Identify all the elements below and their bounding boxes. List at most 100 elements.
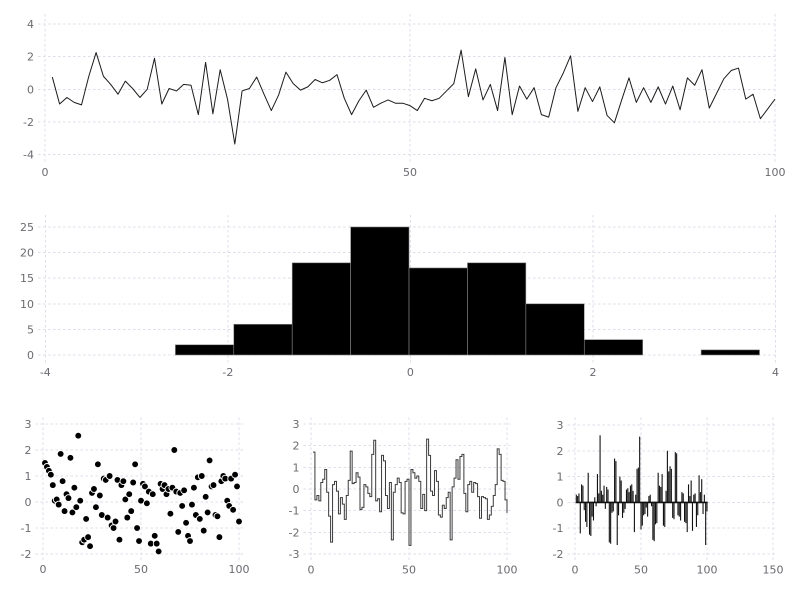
histogram-bar (583, 339, 644, 356)
y-tick-label: 5 (27, 323, 34, 336)
histogram-bar (350, 226, 410, 356)
scatter-point (64, 494, 73, 502)
y-tick-label: -4 (23, 149, 34, 162)
scatter-point (209, 481, 218, 489)
histogram-bar (291, 262, 351, 356)
scatter-point (213, 512, 222, 521)
y-tick-label: -2 (289, 526, 300, 539)
y-tick-label: -2 (553, 548, 564, 561)
scatter-point (111, 517, 120, 526)
x-tick-label: 0 (407, 366, 414, 379)
x-tick-label: 100 (496, 564, 517, 577)
scatter-point (48, 481, 57, 489)
x-tick-label: 4 (772, 366, 779, 379)
x-tick-label: 50 (634, 564, 648, 577)
noise-line-series (51, 49, 776, 145)
scatter-point (129, 478, 138, 487)
scatter-point (95, 491, 104, 500)
scatter-point (166, 509, 175, 518)
y-tick-label: -1 (553, 522, 564, 535)
y-tick-label: 1 (25, 470, 32, 483)
x-tick-label: 100 (764, 166, 785, 179)
x-tick-label: 2 (589, 366, 596, 379)
scatter-point (58, 477, 67, 486)
histogram-bar (408, 267, 468, 356)
scatter-point (74, 431, 83, 440)
step-series (312, 438, 508, 546)
scatter-point (203, 508, 212, 517)
y-tick-label: 1 (557, 471, 564, 484)
scatter-point (72, 503, 81, 512)
y-tick-label: 25 (20, 221, 34, 234)
scatter-point (82, 515, 90, 523)
y-tick-label: -2 (21, 548, 32, 561)
scatter-point (70, 483, 79, 492)
scatter-point (109, 524, 118, 532)
scatter-point (127, 507, 136, 515)
y-tick-label: -1 (21, 522, 32, 535)
x-tick-label: 0 (40, 563, 47, 576)
x-tick-label: 0 (42, 166, 49, 179)
scatter-point (190, 483, 198, 492)
scatter-point (152, 539, 161, 548)
y-tick-label: 4 (27, 18, 34, 31)
histogram-bar (467, 262, 527, 356)
scatter-point (141, 482, 149, 491)
scatter-point (188, 500, 196, 509)
x-tick-label: 0 (308, 564, 315, 577)
scatter-point (233, 482, 241, 491)
scatter-point (60, 507, 69, 515)
y-tick-label: 0 (27, 349, 34, 362)
scatter-point (195, 515, 204, 523)
scatter-point (235, 517, 243, 526)
y-tick-label: -1 (289, 505, 300, 518)
scatter-point (86, 542, 94, 551)
scatter-point (56, 450, 65, 458)
x-tick-label: -2 (222, 366, 233, 379)
scatter-point (143, 499, 151, 508)
x-tick-label: 50 (134, 563, 148, 576)
scatter-point (103, 513, 112, 522)
x-tick-label: 150 (762, 564, 783, 577)
y-tick-label: 0 (557, 496, 564, 509)
y-tick-label: 20 (20, 247, 34, 260)
scatter-point (94, 460, 102, 469)
y-tick-label: 3 (293, 418, 300, 431)
scatter-point (133, 524, 141, 532)
scatter-point (125, 490, 134, 499)
scatter-point (66, 453, 75, 462)
y-tick-label: 1 (293, 461, 300, 474)
y-tick-label: 15 (20, 272, 34, 285)
scatter-point (76, 496, 85, 505)
y-tick-label: -2 (23, 116, 34, 129)
scatter-point (46, 470, 55, 479)
x-tick-label: 100 (228, 563, 249, 576)
scatter-point (197, 472, 206, 480)
scatter-point (201, 492, 210, 501)
scatter-point (54, 500, 63, 509)
scatter-point (174, 528, 183, 536)
scatter-point (121, 495, 130, 504)
y-tick-label: 2 (25, 444, 32, 457)
scatter-point (215, 533, 224, 541)
scatter-point (105, 472, 114, 480)
scatter-point (229, 505, 237, 514)
scatter-point (154, 547, 163, 556)
scatter-point (199, 526, 208, 535)
scatter-point (92, 503, 100, 512)
histogram-bar (175, 344, 235, 356)
y-tick-label: 2 (27, 51, 34, 64)
x-tick-label: 50 (403, 166, 417, 179)
y-tick-label: 0 (27, 83, 34, 96)
scatter-point (119, 477, 128, 486)
x-tick-label: -4 (40, 366, 51, 379)
scatter-point (231, 470, 239, 479)
y-tick-label: -3 (289, 548, 300, 561)
y-tick-label: 3 (25, 418, 32, 431)
y-tick-label: 0 (293, 483, 300, 496)
y-tick-label: 2 (557, 445, 564, 458)
scatter-point (90, 485, 98, 493)
histogram-bar (525, 303, 585, 356)
